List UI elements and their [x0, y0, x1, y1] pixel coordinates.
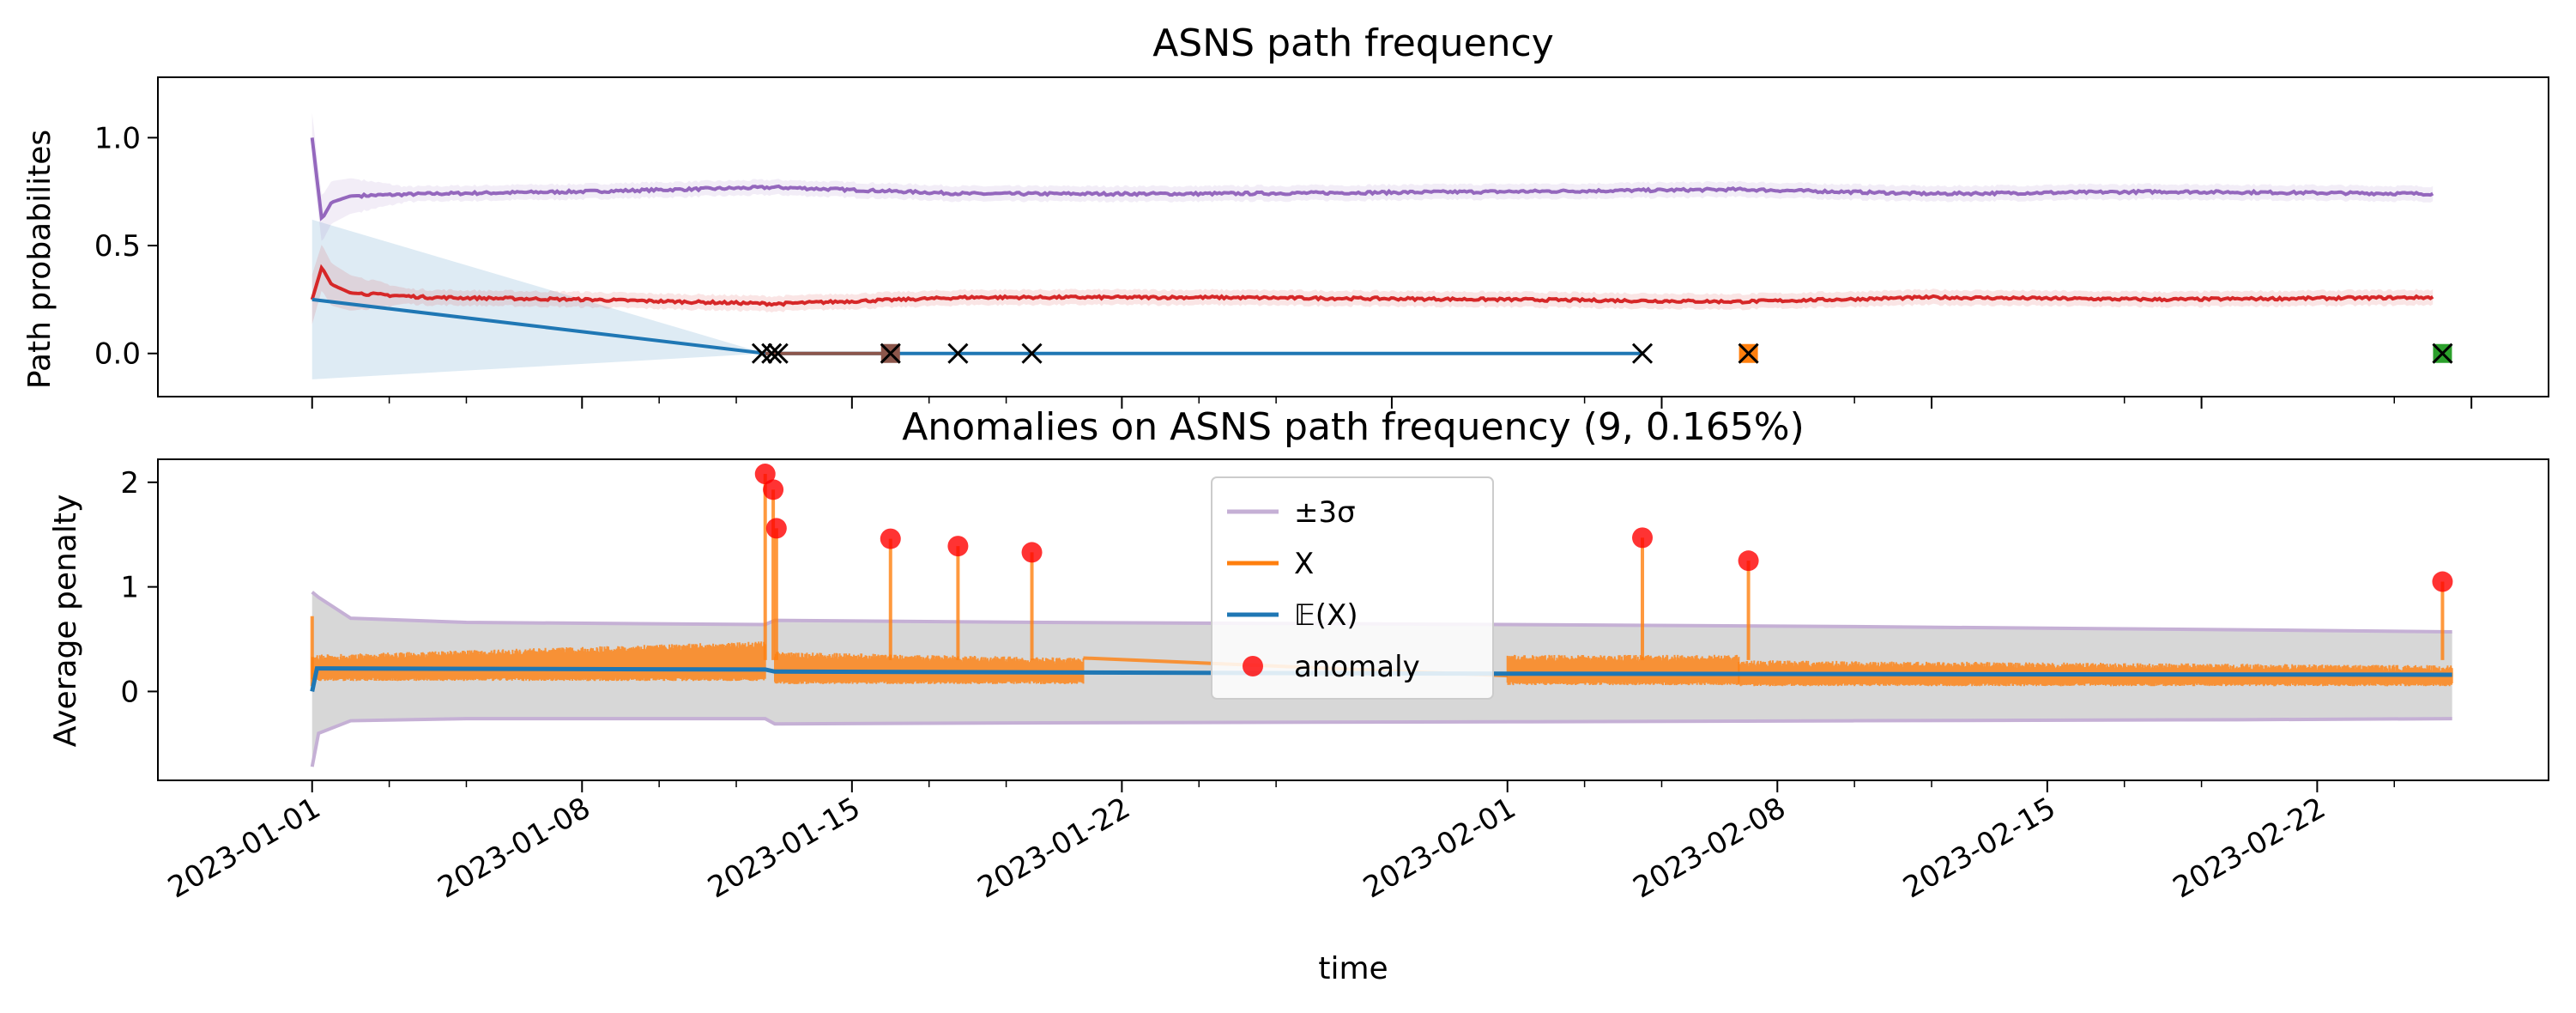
- sigma-lower-line: [310, 717, 2452, 767]
- path-y-tick-label-2: 1.0: [94, 121, 141, 155]
- penalty-y-tick-label-1: 1: [120, 571, 139, 605]
- marker-x: [947, 343, 969, 364]
- anomalies-legend: ±3σ X 𝔼(X) anomaly: [1211, 476, 1494, 700]
- marker-x: [751, 343, 773, 364]
- marker-x: [1738, 343, 1759, 364]
- marker-x: [1021, 343, 1043, 364]
- marker-x: [880, 343, 901, 364]
- path-frequency-marks: [310, 112, 2453, 379]
- marker-6: [1631, 343, 1654, 364]
- marker-0: [751, 343, 773, 364]
- expectation-line: [310, 666, 2452, 692]
- marker-2: [767, 343, 789, 364]
- anomaly-point-2: [765, 518, 787, 539]
- legend-label-3: anomaly: [1294, 650, 1420, 684]
- anomaly-point-5: [1021, 542, 1043, 563]
- path-frequency-panel: ASNS path frequency Path probabilites 0.…: [22, 21, 2549, 409]
- path-frequency-ticks: 0.0 0.5 1.0: [94, 121, 2473, 409]
- penalty-y-tick-label-2: 2: [120, 466, 139, 500]
- marker-8: [2432, 343, 2453, 364]
- path-frequency-title: ASNS path frequency: [1152, 21, 1554, 65]
- anomaly-point-3: [880, 528, 901, 549]
- anomaly-point-0: [754, 464, 776, 485]
- legend-label-1: X: [1294, 547, 1314, 581]
- marker-x: [761, 343, 783, 364]
- marker-3: [880, 343, 901, 364]
- penalty-y-tick-label-0: 0: [120, 675, 139, 709]
- anomalies-frame: [157, 458, 2549, 781]
- anomalies-y-label: Average penalty: [48, 494, 83, 748]
- legend-box: [1211, 476, 1494, 700]
- anomaly-point-8: [2432, 571, 2453, 592]
- marker-x: [1631, 343, 1654, 364]
- time-x-label: time: [1318, 951, 1388, 986]
- path-frequency-y-label: Path probabilites: [22, 130, 57, 389]
- path-frequency-frame: [157, 76, 2549, 397]
- legend-swatch-3: [1243, 656, 1263, 676]
- path-y-tick-label-1: 0.5: [94, 229, 141, 264]
- series-line-1: [310, 264, 2434, 307]
- marker-7: [1738, 343, 1759, 364]
- marker-1: [761, 343, 783, 364]
- marker-4: [947, 343, 969, 364]
- path-y-tick-label-0: 0.0: [94, 337, 141, 372]
- anomaly-point-1: [763, 479, 784, 500]
- legend-label-2: 𝔼(X): [1294, 598, 1358, 633]
- anomaly-point-4: [947, 536, 969, 557]
- anomalies-title: Anomalies on ASNS path frequency (9, 0.1…: [902, 405, 1805, 449]
- marker-x: [2432, 343, 2453, 364]
- series-line-0: [310, 137, 2434, 221]
- marker-5: [1021, 343, 1043, 364]
- legend-label-0: ±3σ: [1294, 495, 1356, 530]
- marker-x: [767, 343, 789, 364]
- anomaly-point-6: [1632, 527, 1654, 549]
- anomaly-point-7: [1738, 550, 1759, 572]
- series-band-1: [311, 245, 2434, 325]
